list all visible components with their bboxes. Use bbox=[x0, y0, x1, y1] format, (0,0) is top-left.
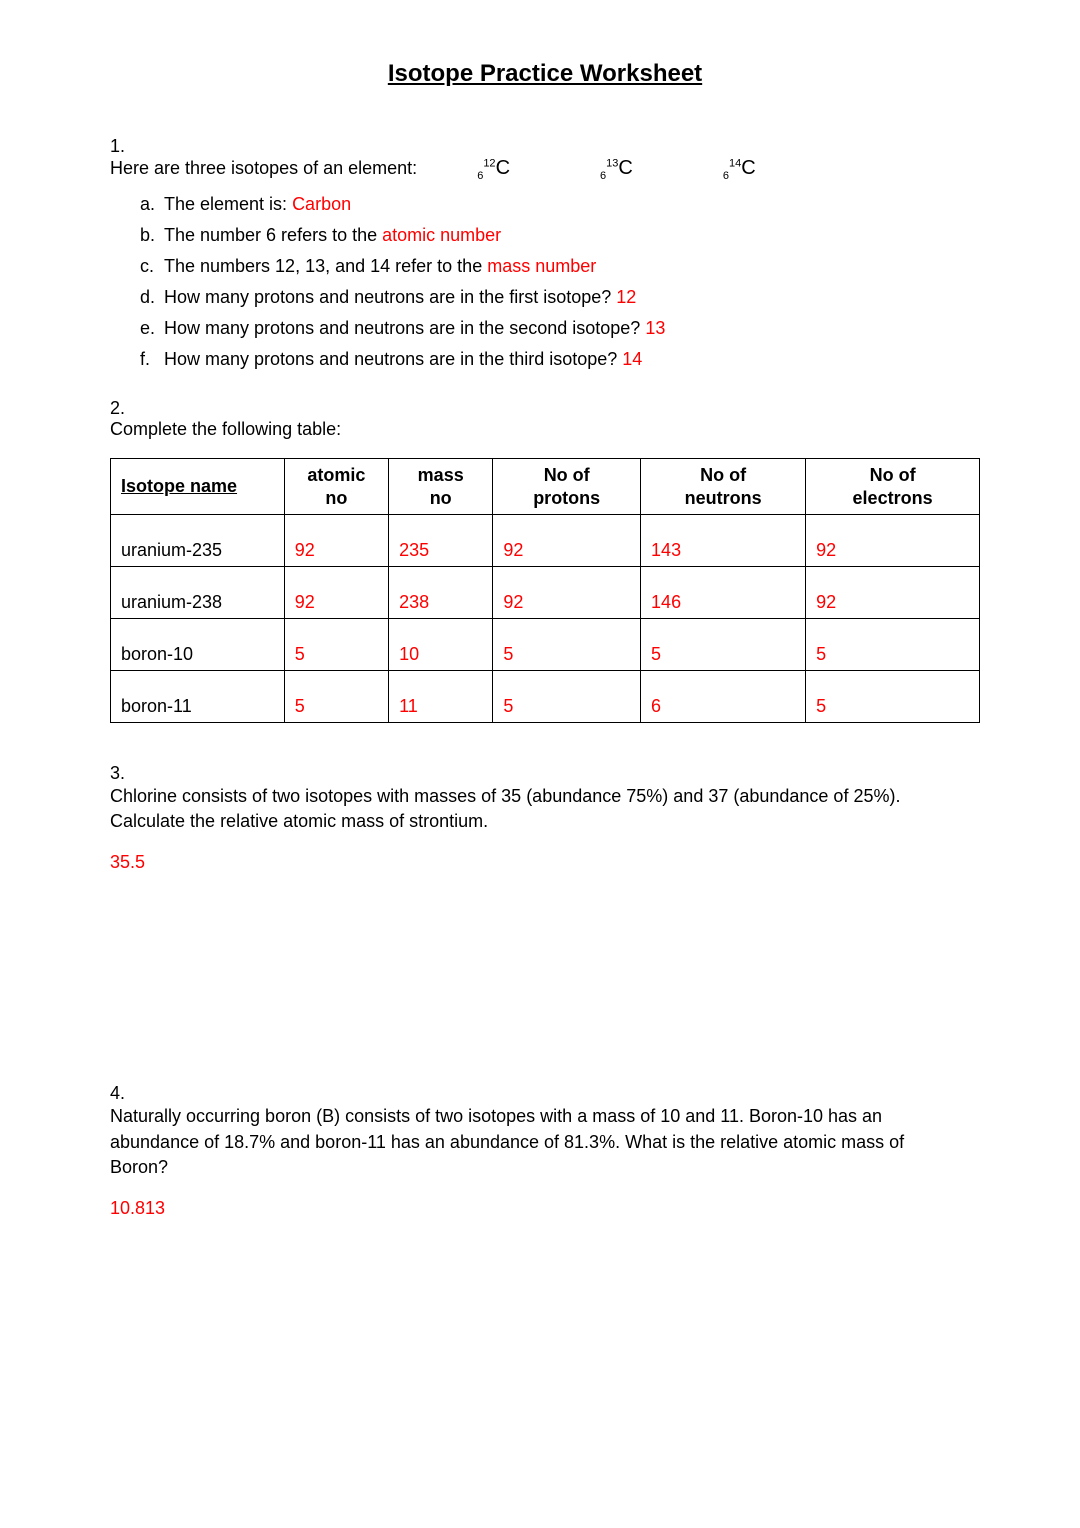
question-2: 2. Complete the following table: bbox=[110, 398, 980, 440]
isotope-3: 614C bbox=[723, 157, 756, 182]
q1-subitems: a.The element is: Carbon b.The number 6 … bbox=[140, 194, 950, 370]
worksheet-page: Isotope Practice Worksheet 1. Here are t… bbox=[0, 0, 1080, 1528]
q3-text: Chlorine consists of two isotopes with m… bbox=[110, 784, 950, 834]
table-row: boron-11 5 11 5 6 5 bbox=[111, 671, 980, 723]
q1-item-b: b.The number 6 refers to the atomic numb… bbox=[140, 225, 950, 246]
question-1: 1. Here are three isotopes of an element… bbox=[110, 136, 980, 380]
q1-number: 1. bbox=[110, 136, 136, 157]
q1-isotope-row: Here are three isotopes of an element: 6… bbox=[110, 157, 950, 182]
isotope-2: 613C bbox=[600, 157, 633, 182]
isotope-1: 612C bbox=[477, 157, 510, 182]
q1-item-c: c.The numbers 12, 13, and 14 refer to th… bbox=[140, 256, 950, 277]
q1-item-e: e.How many protons and neutrons are in t… bbox=[140, 318, 950, 339]
q1-item-d: d.How many protons and neutrons are in t… bbox=[140, 287, 950, 308]
q3-answer: 35.5 bbox=[110, 852, 980, 873]
table-row: boron-10 5 10 5 5 5 bbox=[111, 619, 980, 671]
q1-item-f: f.How many protons and neutrons are in t… bbox=[140, 349, 950, 370]
page-title: Isotope Practice Worksheet bbox=[110, 60, 980, 88]
th-protons: No ofprotons bbox=[493, 459, 641, 515]
th-atomic-no: atomicno bbox=[284, 459, 388, 515]
q4-answer: 10.813 bbox=[110, 1198, 980, 1219]
q4-text: Naturally occurring boron (B) consists o… bbox=[110, 1104, 950, 1180]
th-electrons: No ofelectrons bbox=[806, 459, 980, 515]
question-4: 4. Naturally occurring boron (B) consist… bbox=[110, 1083, 980, 1180]
table-header-row: Isotope name atomicno massno No ofproton… bbox=[111, 459, 980, 515]
spacing bbox=[110, 913, 980, 1083]
table-row: uranium-238 92 238 92 146 92 bbox=[111, 567, 980, 619]
q2-stem: Complete the following table: bbox=[110, 419, 950, 440]
q1-body: Here are three isotopes of an element: 6… bbox=[110, 157, 950, 380]
question-3: 3. Chlorine consists of two isotopes wit… bbox=[110, 763, 980, 834]
q3-number: 3. bbox=[110, 763, 136, 784]
th-isotope-name: Isotope name bbox=[111, 459, 285, 515]
th-neutrons: No ofneutrons bbox=[641, 459, 806, 515]
q4-number: 4. bbox=[110, 1083, 136, 1104]
q1-stem: Here are three isotopes of an element: bbox=[110, 158, 417, 179]
q2-number: 2. bbox=[110, 398, 136, 419]
th-mass-no: massno bbox=[389, 459, 493, 515]
isotope-table: Isotope name atomicno massno No ofproton… bbox=[110, 458, 980, 723]
table-row: uranium-235 92 235 92 143 92 bbox=[111, 515, 980, 567]
q1-item-a: a.The element is: Carbon bbox=[140, 194, 950, 215]
